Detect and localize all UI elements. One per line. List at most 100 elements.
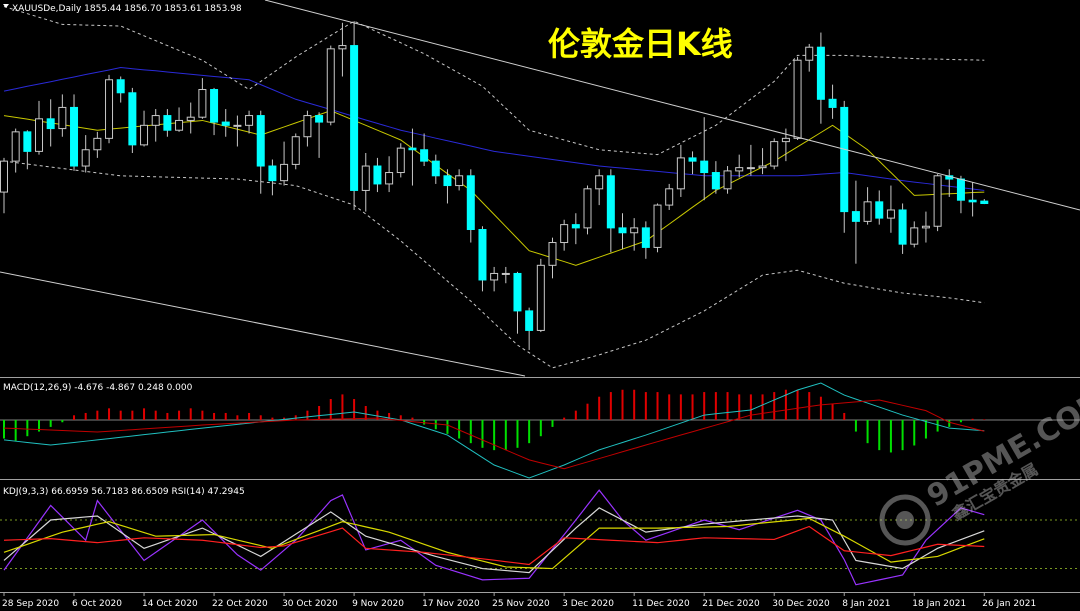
x-tick-label: 17 Nov 2020 — [422, 599, 480, 609]
histogram-bar — [213, 412, 216, 420]
candle-body — [828, 98, 837, 108]
indicator-line — [3, 399, 985, 470]
candle-body — [758, 165, 767, 169]
candle-body — [676, 157, 685, 190]
candle-body — [151, 115, 160, 126]
x-tick-label: 30 Oct 2020 — [282, 599, 338, 609]
candle-body — [490, 272, 499, 281]
histogram-bar — [271, 417, 274, 420]
collapse-icon — [3, 4, 9, 8]
candle-body — [571, 224, 580, 229]
histogram-bar — [714, 392, 717, 420]
candle-body — [863, 201, 872, 222]
main-header: XAUUSDe,Daily 1855.44 1856.70 1853.61 18… — [12, 4, 242, 14]
candle-body — [630, 227, 639, 234]
histogram-bar — [283, 417, 286, 420]
channel-line — [0, 271, 526, 377]
candle-body — [81, 149, 90, 167]
histogram-bar — [131, 410, 134, 420]
histogram-bar — [248, 412, 251, 420]
histogram-bar — [749, 394, 752, 420]
histogram-bar — [679, 394, 682, 420]
histogram-bar — [738, 394, 741, 420]
candle-body — [128, 92, 137, 146]
candle-body — [921, 225, 930, 229]
candle-body — [35, 118, 44, 152]
histogram-bar — [854, 419, 857, 432]
x-tick-label: 25 Nov 2020 — [492, 599, 550, 609]
histogram-bar — [726, 392, 729, 420]
histogram-bar — [703, 392, 706, 420]
x-tick-label: 8 Jan 2021 — [842, 599, 890, 609]
histogram-bar — [796, 389, 799, 420]
histogram-bar — [259, 415, 262, 420]
histogram-bar — [119, 410, 122, 420]
histogram-bar — [644, 392, 647, 420]
histogram-bar — [364, 406, 367, 420]
histogram-bar — [948, 419, 951, 427]
candle-body — [653, 204, 662, 248]
histogram-bar — [388, 412, 391, 420]
x-tick-label: 30 Dec 2020 — [772, 599, 830, 609]
x-tick-label: 9 Nov 2020 — [352, 599, 404, 609]
watermark-logo — [879, 494, 931, 546]
candle-body — [326, 48, 335, 123]
histogram-bar — [318, 406, 321, 420]
histogram-bar — [983, 419, 986, 420]
histogram-bar — [761, 394, 764, 420]
candle-body — [735, 167, 744, 172]
indicator-line — [3, 67, 985, 191]
histogram-bar — [773, 392, 776, 420]
candle-body — [618, 227, 627, 234]
candle-body — [933, 175, 942, 227]
histogram-bar — [598, 396, 601, 420]
histogram-bar — [154, 410, 157, 420]
candle-body — [408, 147, 417, 151]
histogram-bar — [843, 412, 846, 420]
candle-body — [851, 211, 860, 222]
candle-body — [746, 167, 755, 170]
histogram-bar — [633, 389, 636, 420]
channel-line — [264, 0, 1080, 211]
candle-body — [443, 175, 452, 187]
histogram-bar — [656, 392, 659, 420]
histogram-bar — [563, 417, 566, 420]
histogram-bar — [411, 417, 414, 420]
candle-body — [886, 209, 895, 219]
x-tick-label: 11 Dec 2020 — [632, 599, 690, 609]
candle-body — [396, 147, 405, 174]
candle-body — [910, 227, 919, 245]
candle-body — [641, 227, 650, 248]
candle-body — [350, 45, 359, 191]
candle-body — [816, 46, 825, 100]
candle-body — [291, 136, 300, 165]
candle-body — [665, 188, 674, 206]
candle-body — [175, 119, 184, 131]
x-tick-label: 14 Oct 2020 — [142, 599, 198, 609]
histogram-bar — [329, 399, 332, 420]
histogram-bar — [26, 419, 29, 437]
candle-body — [980, 200, 989, 204]
indicator-line — [3, 160, 985, 369]
x-tick-label: 21 Dec 2020 — [702, 599, 760, 609]
candle-body — [186, 116, 195, 121]
marks: 28 Sep 2020 6 Oct 2020 14 Oct 2020 22 Oct 2… — [0, 6, 1080, 609]
candle-body — [711, 172, 720, 190]
histogram-bar — [84, 412, 87, 420]
x-tick-label: 18 Jan 2021 — [912, 599, 966, 609]
histogram-bar — [504, 419, 507, 451]
histogram-bar — [61, 419, 64, 423]
kdj-header: KDJ(9,3,3) 66.6959 56.7183 86.6509 RSI(1… — [3, 487, 245, 497]
histogram-bar — [691, 394, 694, 420]
histogram-bar — [458, 419, 461, 439]
histogram-bar — [481, 419, 484, 448]
indicator-line — [3, 517, 985, 570]
candle-body — [606, 175, 615, 229]
candle-body — [11, 131, 20, 162]
candle-body — [700, 160, 709, 174]
x-tick-label: 28 Sep 2020 — [2, 599, 59, 609]
histogram-bar — [399, 415, 402, 420]
candle-body — [513, 272, 522, 312]
histogram-bar — [376, 410, 379, 420]
candle-body — [875, 201, 884, 219]
